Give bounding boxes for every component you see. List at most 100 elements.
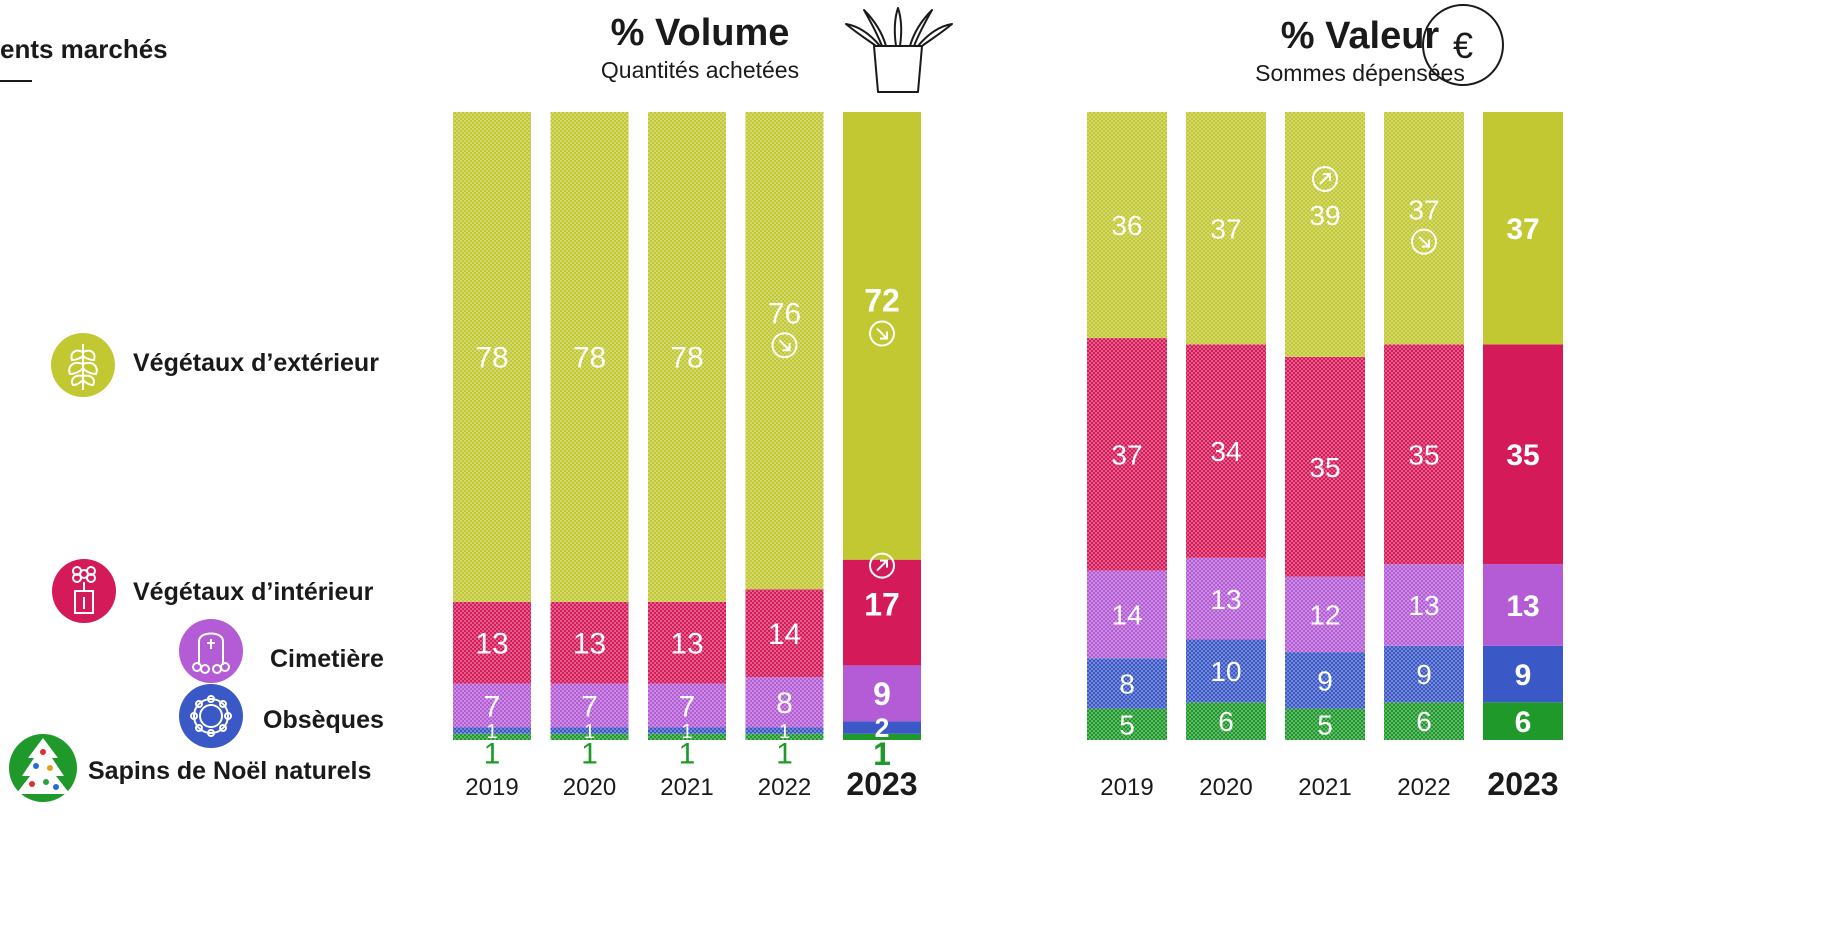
bar-segment-exterieur-2022	[1384, 112, 1464, 345]
bar-segment-obseques-2020	[550, 727, 629, 734]
euro-icon: €	[1422, 4, 1504, 86]
category-label-2023: 2023	[846, 766, 917, 802]
legend-label-cimetiere: Cimetière	[270, 645, 384, 673]
bar-segment-sapins-2019	[453, 733, 531, 740]
category-label-2021: 2021	[1298, 774, 1351, 801]
value-label-cimetiere-2019: 14	[1111, 599, 1142, 630]
value-label-interieur-2022: 35	[1408, 439, 1439, 470]
bar-segment-sapins-2022	[745, 733, 824, 740]
bar-segment-sapins-2019	[1087, 708, 1167, 740]
value-label-sapins-2022: 6	[1416, 706, 1432, 737]
bar-segment-obseques-2019	[453, 727, 531, 734]
wreath-icon	[179, 684, 243, 748]
value-label-obseques-2021: 1	[681, 721, 692, 743]
category-label-2020: 2020	[1199, 774, 1252, 801]
bar-segment-exterieur-2023	[843, 112, 921, 560]
plant-leaves-icon	[51, 333, 115, 397]
value-label-obseques-2019: 1	[486, 721, 497, 743]
bar-segment-interieur-2020	[550, 601, 629, 684]
bar-segment-sapins-2020	[550, 733, 629, 740]
value-label-obseques-2023: 9	[1515, 659, 1532, 692]
value-label-obseques-2022: 9	[1416, 659, 1432, 690]
value-label-cimetiere-2022: 8	[776, 687, 793, 720]
bar-segment-sapins-2020	[1186, 702, 1266, 740]
value-chart-subtitle: Sommes dépensées	[1255, 60, 1465, 86]
category-label-2022: 2022	[758, 774, 811, 801]
bar-segment-sapins-2022	[1384, 702, 1464, 740]
value-label-obseques-2021: 9	[1317, 665, 1333, 696]
bar-segment-exterieur-2023	[1483, 112, 1563, 345]
value-label-obseques-2022: 1	[779, 721, 790, 743]
bar-segment-interieur-2019	[1087, 338, 1167, 571]
value-label-sapins-2023: 6	[1515, 706, 1532, 739]
bar-segment-sapins-2021	[648, 733, 726, 740]
bar-segment-interieur-2022	[1384, 344, 1464, 565]
bar-segment-interieur-2022	[745, 589, 824, 678]
bar-segment-sapins-2023	[843, 733, 921, 740]
bar-segment-cimetiere-2021	[1285, 576, 1365, 653]
value-stacked-bar-chart: 5 8 14 37 36 2019 6 10 13 34 37 2020 5 9 12 35 39 2021 6 9 1…	[1087, 112, 1563, 802]
value-label-interieur-2021: 35	[1309, 452, 1340, 483]
trend-arrow-down-exterieur-2022	[771, 332, 798, 359]
value-label-exterieur-2023: 37	[1506, 213, 1539, 246]
value-label-obseques-2023: 2	[875, 713, 890, 743]
volume-chart-subtitle: Quantités achetées	[600, 57, 800, 83]
legend-label-sapins: Sapins de Noël naturels	[88, 757, 372, 785]
bar-segment-interieur-2021	[1285, 356, 1365, 577]
value-label-cimetiere-2021: 12	[1309, 599, 1340, 630]
bar-segment-interieur-2023	[1483, 344, 1563, 565]
bar-segment-obseques-2020	[1186, 639, 1266, 703]
value-label-exterieur-2020: 78	[573, 342, 606, 375]
value-label-interieur-2019: 37	[1111, 439, 1142, 470]
bar-segment-cimetiere-2019	[453, 683, 531, 728]
bar-segment-exterieur-2020	[1186, 112, 1266, 345]
category-label-2021: 2021	[660, 774, 713, 801]
category-label-2019: 2019	[1100, 774, 1153, 801]
legend-label-exterieur: Végétaux d’extérieur	[133, 349, 379, 377]
value-label-sapins-2019: 1	[484, 737, 501, 770]
value-label-sapins-2023: 1	[873, 736, 891, 772]
bar-segment-interieur-2019	[453, 601, 531, 684]
value-label-cimetiere-2023: 9	[873, 676, 891, 712]
bar-segment-exterieur-2019	[1087, 112, 1167, 339]
legend-label-interieur: Végétaux d’intérieur	[133, 578, 374, 606]
value-label-exterieur-2021: 78	[670, 342, 703, 375]
bar-segment-sapins-2021	[1285, 708, 1365, 740]
value-label-sapins-2019: 5	[1119, 709, 1135, 740]
value-label-sapins-2022: 1	[776, 737, 793, 770]
bar-segment-exterieur-2020	[550, 112, 629, 602]
bar-segment-cimetiere-2023	[1483, 564, 1563, 646]
bar-segment-cimetiere-2020	[1186, 557, 1266, 640]
value-label-cimetiere-2023: 13	[1506, 590, 1539, 623]
bar-segment-interieur-2020	[1186, 344, 1266, 558]
value-label-interieur-2020: 34	[1210, 436, 1241, 467]
bar-segment-exterieur-2019	[453, 112, 531, 602]
bar-segment-obseques-2022	[1384, 645, 1464, 703]
bar-segment-exterieur-2021	[648, 112, 726, 602]
category-label-2020: 2020	[563, 774, 616, 801]
category-label-2019: 2019	[465, 774, 518, 801]
tombstone-icon	[179, 619, 243, 683]
value-label-sapins-2020: 1	[581, 737, 598, 770]
trend-arrow-down-exterieur-2022	[1411, 228, 1437, 255]
value-label-obseques-2019: 8	[1119, 669, 1135, 700]
potted-flower-icon	[52, 559, 116, 623]
potted-plant-icon	[845, 7, 953, 93]
title-underline	[0, 80, 32, 82]
value-label-cimetiere-2020: 7	[581, 690, 598, 723]
value-label-cimetiere-2020: 13	[1210, 584, 1241, 615]
bar-segment-exterieur-2021	[1285, 112, 1365, 357]
bar-segment-cimetiere-2021	[648, 683, 726, 728]
bar-segment-cimetiere-2022	[745, 677, 824, 728]
bar-segment-cimetiere-2019	[1087, 570, 1167, 659]
bar-segment-obseques-2021	[648, 727, 726, 734]
volume-chart-title: % Volume	[610, 12, 790, 54]
value-label-exterieur-2021: 39	[1309, 200, 1340, 231]
bar-segment-sapins-2023	[1483, 702, 1563, 740]
trend-arrow-up-exterieur-2021	[1312, 165, 1338, 192]
value-label-sapins-2020: 6	[1218, 706, 1234, 737]
value-label-interieur-2020: 13	[573, 627, 606, 660]
trend-arrow-up-interieur-2023	[869, 552, 895, 579]
value-label-cimetiere-2019: 7	[484, 690, 501, 723]
category-label-2022: 2022	[1397, 774, 1450, 801]
